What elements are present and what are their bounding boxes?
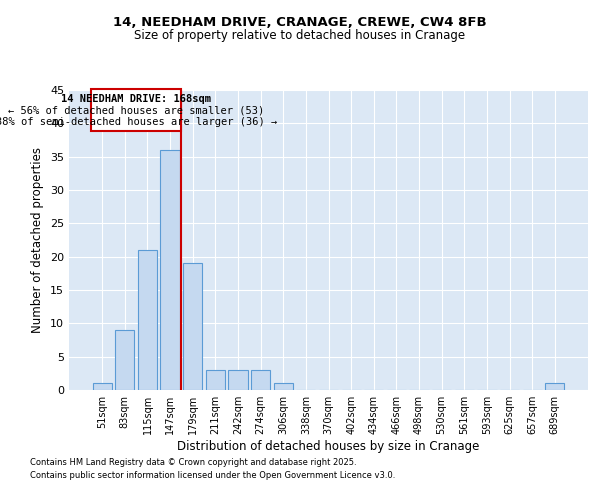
Bar <box>183 264 202 390</box>
Bar <box>251 370 270 390</box>
Text: 14 NEEDHAM DRIVE: 168sqm: 14 NEEDHAM DRIVE: 168sqm <box>61 94 211 104</box>
Bar <box>229 370 248 390</box>
Text: Contains HM Land Registry data © Crown copyright and database right 2025.: Contains HM Land Registry data © Crown c… <box>30 458 356 467</box>
Text: 38% of semi-detached houses are larger (36) →: 38% of semi-detached houses are larger (… <box>0 116 277 126</box>
Text: Contains public sector information licensed under the Open Government Licence v3: Contains public sector information licen… <box>30 470 395 480</box>
Text: 14, NEEDHAM DRIVE, CRANAGE, CREWE, CW4 8FB: 14, NEEDHAM DRIVE, CRANAGE, CREWE, CW4 8… <box>113 16 487 29</box>
Bar <box>160 150 180 390</box>
Text: Size of property relative to detached houses in Cranage: Size of property relative to detached ho… <box>134 28 466 42</box>
Y-axis label: Number of detached properties: Number of detached properties <box>31 147 44 333</box>
Bar <box>92 384 112 390</box>
X-axis label: Distribution of detached houses by size in Cranage: Distribution of detached houses by size … <box>178 440 479 453</box>
Bar <box>274 384 293 390</box>
Bar <box>138 250 157 390</box>
Bar <box>206 370 225 390</box>
Text: ← 56% of detached houses are smaller (53): ← 56% of detached houses are smaller (53… <box>8 106 264 116</box>
FancyBboxPatch shape <box>91 88 181 132</box>
Bar <box>115 330 134 390</box>
Bar <box>545 384 565 390</box>
